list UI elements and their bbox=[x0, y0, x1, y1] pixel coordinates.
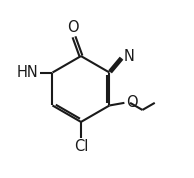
Text: Cl: Cl bbox=[74, 139, 88, 154]
Text: O: O bbox=[67, 20, 78, 35]
Text: HN: HN bbox=[17, 65, 39, 80]
Text: N: N bbox=[124, 49, 135, 64]
Text: O: O bbox=[126, 95, 137, 110]
